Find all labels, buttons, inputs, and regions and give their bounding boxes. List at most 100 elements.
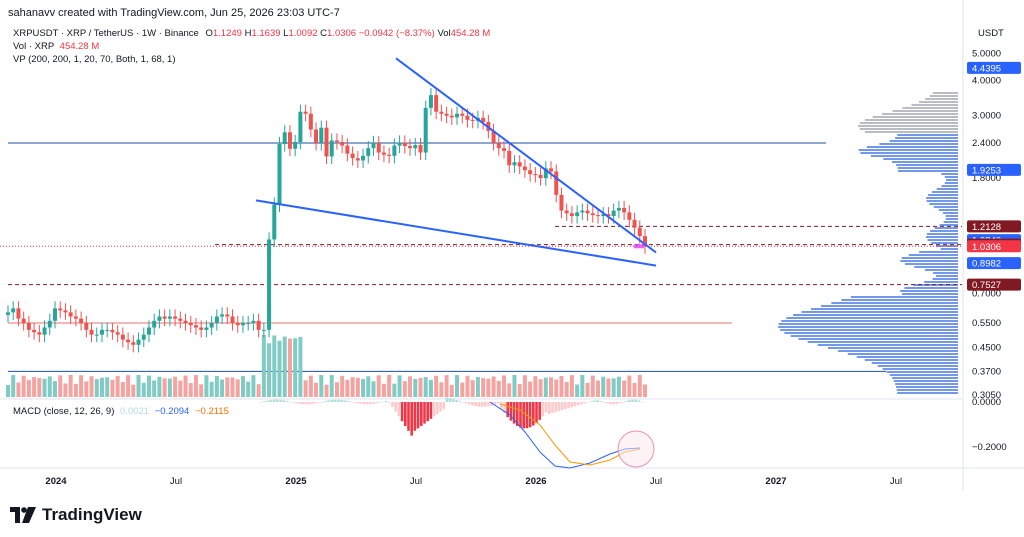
volume-bar [387, 375, 392, 397]
macd-histogram-bar [400, 402, 404, 422]
volume-bar [590, 375, 595, 397]
volume-profile-bar [859, 128, 958, 130]
macd-histogram-bar [327, 400, 330, 402]
macd-histogram-bar [442, 402, 445, 410]
macd-histogram-bar [263, 401, 266, 402]
macd-histogram-bar [640, 401, 644, 403]
candle-body [47, 320, 52, 328]
volume-bar [214, 376, 219, 397]
macd-histogram-bar [567, 402, 570, 409]
volume-bar [220, 379, 225, 397]
macd-legend[interactable]: MACD (close, 12, 26, 9) 0.0021 −0.2094 −… [13, 406, 229, 417]
candle-body [554, 171, 559, 195]
tradingview-logo[interactable]: TradingView [10, 505, 142, 525]
volume-profile-bar [924, 281, 958, 283]
macd-histogram-bar [352, 402, 356, 403]
price-axis-tick: 0.3700 [972, 366, 1001, 377]
candle-body [99, 329, 104, 335]
volume-legend[interactable]: Vol · XRP 454.28 M [13, 41, 99, 52]
volume-profile-bar [911, 104, 958, 106]
volume-profile-bar [914, 266, 958, 268]
candle-body [428, 95, 433, 108]
volume-bar [42, 378, 47, 397]
candle-body [141, 334, 146, 340]
volume-bar [637, 375, 642, 397]
candle-body [105, 329, 110, 331]
volume-profile-bar [927, 239, 958, 241]
volume-bar [402, 381, 407, 397]
volume-bar [193, 375, 198, 397]
volume-bar [225, 377, 230, 397]
candle-body [131, 342, 136, 345]
macd-histogram-bar [637, 400, 641, 402]
volume-bar [204, 375, 209, 397]
volume-bar [622, 380, 627, 397]
volume-bar [491, 376, 496, 397]
candle-body [397, 142, 402, 146]
macd-histogram-bar [308, 402, 311, 405]
macd-histogram-bar [420, 402, 423, 426]
candle-body [58, 308, 63, 311]
candle-body [220, 314, 225, 317]
candle-body [173, 316, 178, 319]
macd-histogram-bar [336, 399, 340, 402]
candle-body [491, 130, 496, 143]
volume-bar [251, 375, 256, 397]
candle-body [564, 210, 569, 214]
volume-bar [632, 382, 637, 397]
candle-body [16, 308, 21, 319]
volume-profile-bar [882, 113, 958, 115]
volume-profile-bar [945, 218, 958, 220]
candle-body [465, 115, 470, 120]
macd-histogram-bar [314, 402, 317, 404]
volume-profile-bar [897, 167, 958, 169]
macd-histogram-bar [295, 402, 298, 404]
open-label: O [205, 28, 213, 39]
price-badge-label: 0.8982 [972, 259, 1001, 270]
macd-histogram-bar [560, 402, 564, 411]
candle-body [329, 140, 334, 157]
candle-body [392, 145, 397, 156]
macd-histogram-bar [535, 402, 538, 423]
symbol-legend[interactable]: XRPUSDT · XRP / TetherUS · 1W · Binance … [13, 28, 490, 39]
volume-profile-bar [858, 149, 958, 151]
close-label: C [320, 28, 328, 39]
candle-body [418, 145, 423, 153]
candle-body [580, 210, 585, 213]
price-badge [967, 257, 1021, 270]
volume-profile-bar [931, 191, 958, 193]
volume-profile-bar [807, 341, 958, 343]
volume-bar [538, 379, 543, 397]
macd-histogram-bar [522, 402, 525, 429]
price-badge [967, 278, 1021, 291]
candle-body [120, 334, 125, 340]
time-axis-tick: Jul [650, 476, 662, 487]
macd-histogram-bar [634, 399, 637, 402]
volume-bar [319, 375, 324, 397]
macd-histogram-bar [538, 402, 541, 420]
high-label: H [244, 28, 252, 39]
volume-profile-bar [908, 254, 958, 256]
macd-histogram-bar [394, 402, 397, 412]
macd-histogram-bar [413, 402, 417, 431]
volume-profile-bar [904, 263, 958, 265]
macd-histogram-bar [301, 402, 305, 405]
volume-profile-bar [902, 107, 958, 109]
symbol-line: XRPUSDT · XRP / TetherUS · 1W · Binance [13, 28, 199, 39]
candle-body [533, 174, 538, 176]
volume-bar [84, 381, 89, 397]
volume-profile-bar [941, 173, 958, 175]
volume-profile-bar [929, 203, 958, 205]
volume-profile-bar [900, 290, 958, 292]
volume-profile-legend[interactable]: VP (200, 200, 1, 20, 70, Both, 1, 68, 1) [13, 54, 176, 65]
candle-body [340, 141, 345, 146]
macd-histogram-bar [621, 402, 625, 403]
candle-body [261, 329, 266, 331]
volume-bar [11, 375, 16, 397]
volume-bar [52, 381, 57, 397]
volume-profile-bar [810, 308, 958, 310]
volume-bar [6, 385, 10, 397]
tradingview-logo-icon [10, 507, 36, 523]
volume-bar [282, 336, 287, 397]
